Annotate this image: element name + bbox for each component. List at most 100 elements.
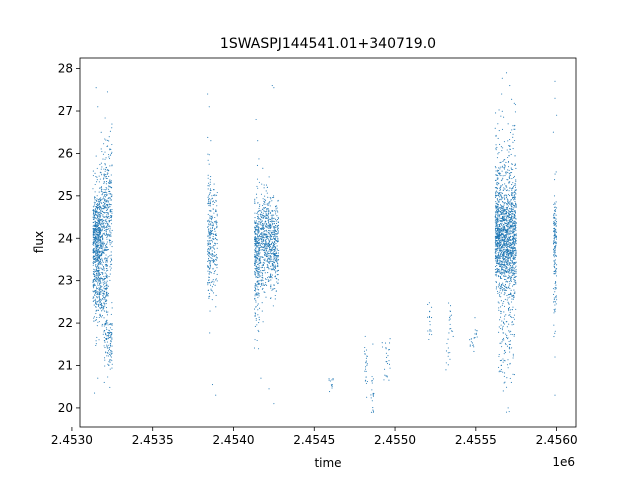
data-point [500, 195, 502, 197]
data-point [107, 376, 109, 378]
data-point [501, 268, 503, 270]
data-point [94, 239, 96, 242]
data-point [208, 243, 210, 245]
data-point [111, 241, 113, 243]
data-point [500, 185, 502, 187]
data-point [103, 252, 105, 254]
data-point [99, 229, 101, 231]
data-point [506, 241, 508, 243]
data-point [497, 233, 499, 235]
data-point [505, 239, 507, 241]
data-point [494, 245, 496, 247]
data-point [499, 316, 502, 318]
data-point [428, 333, 430, 335]
data-point [510, 278, 512, 280]
data-point [500, 324, 502, 326]
data-point [277, 232, 279, 234]
data-point [212, 208, 214, 210]
data-point [255, 248, 257, 250]
data-point [207, 244, 209, 246]
data-point [267, 255, 269, 257]
data-point [276, 236, 278, 238]
data-point [264, 253, 267, 255]
data-point [261, 220, 263, 222]
data-point [505, 197, 507, 199]
data-point [505, 235, 507, 237]
data-point [504, 248, 506, 250]
data-point [103, 227, 105, 229]
data-point [514, 226, 516, 228]
data-point [553, 256, 555, 258]
data-point [277, 218, 280, 220]
data-point [512, 217, 515, 219]
data-point [275, 227, 277, 229]
data-point [275, 222, 278, 224]
data-point [554, 288, 556, 290]
data-point [105, 338, 107, 340]
data-point [95, 344, 97, 347]
data-point [261, 310, 263, 312]
data-point [111, 263, 113, 265]
data-point [255, 299, 257, 301]
data-point [255, 251, 257, 253]
data-point [101, 289, 103, 291]
data-point [503, 251, 505, 253]
data-point [274, 298, 276, 300]
data-point [500, 248, 502, 250]
data-point [98, 280, 100, 282]
data-point [262, 232, 264, 234]
data-point [498, 167, 500, 169]
data-point [105, 300, 107, 303]
data-point [508, 275, 510, 277]
data-point [99, 244, 101, 246]
data-point [507, 229, 509, 231]
data-point [103, 204, 105, 206]
data-point [271, 262, 273, 265]
data-point [331, 379, 333, 381]
data-point [108, 332, 110, 334]
data-point [215, 278, 217, 280]
data-point [108, 220, 110, 222]
data-point [499, 275, 502, 278]
data-point [500, 312, 502, 315]
data-point [212, 261, 214, 263]
data-point [499, 287, 501, 289]
data-point [502, 229, 504, 231]
data-point [214, 227, 216, 229]
data-point [254, 259, 256, 261]
data-point [94, 236, 96, 238]
data-point [495, 236, 497, 238]
data-point [207, 284, 209, 286]
data-point [511, 309, 513, 311]
data-point [96, 239, 98, 241]
data-point [255, 301, 257, 303]
data-point [495, 144, 497, 146]
data-point [104, 347, 106, 349]
data-point [103, 243, 105, 245]
data-point [503, 164, 505, 166]
data-point [267, 257, 269, 259]
data-point [106, 241, 108, 243]
data-point [500, 287, 502, 289]
data-point [267, 243, 269, 245]
data-point [95, 244, 97, 246]
data-point [101, 303, 103, 305]
data-point [215, 210, 217, 212]
data-point [554, 220, 556, 222]
data-point [270, 276, 272, 279]
data-point [508, 302, 510, 304]
data-point [255, 225, 257, 227]
data-point [216, 205, 218, 207]
data-point [207, 188, 209, 190]
data-point [513, 270, 515, 272]
data-point [264, 239, 266, 241]
data-point [256, 246, 258, 248]
data-point [513, 278, 515, 280]
data-point [515, 167, 517, 170]
data-point [508, 314, 510, 316]
data-point [102, 215, 104, 217]
data-point [257, 314, 259, 316]
data-point [268, 227, 271, 229]
data-point [504, 315, 506, 317]
data-point [505, 222, 507, 224]
